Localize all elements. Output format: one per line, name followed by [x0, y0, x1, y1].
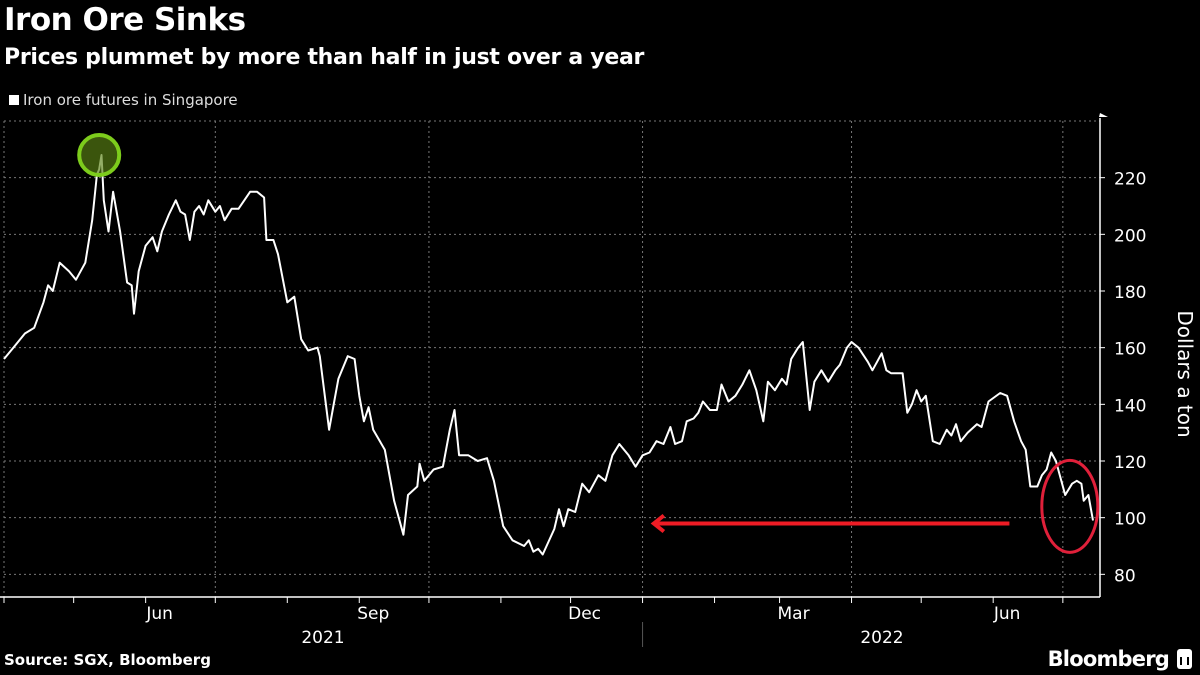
legend: Iron ore futures in Singapore — [9, 91, 238, 109]
x-tick-label: Jun — [993, 604, 1021, 624]
x-tick-label: Jun — [145, 604, 173, 624]
y-tick-label: 180 — [1114, 283, 1146, 303]
x-tick-label: Sep — [357, 604, 389, 624]
y-tick-label: 120 — [1114, 453, 1146, 473]
y-tick-label: 200 — [1114, 226, 1146, 246]
logo-text: Bloomberg — [1047, 647, 1170, 671]
bloomberg-logo: Bloomberg — [1048, 647, 1192, 671]
x-tick-label: Dec — [568, 604, 601, 624]
chart-subtitle: Prices plummet by more than half in just… — [4, 45, 645, 70]
legend-swatch — [9, 95, 19, 105]
y-tick-label: 140 — [1114, 396, 1146, 416]
y-axis-arrow — [1099, 113, 1108, 117]
price-line — [3, 154, 1094, 556]
y-tick-label: 100 — [1114, 510, 1146, 530]
source-note: Source: SGX, Bloomberg — [4, 651, 211, 669]
y-tick-label: 160 — [1114, 340, 1146, 360]
chart-title: Iron Ore Sinks — [4, 2, 246, 38]
y-tick-label: 80 — [1114, 566, 1136, 586]
arrow-head — [650, 513, 666, 534]
year-label: 2022 — [860, 628, 903, 648]
legend-label: Iron ore futures in Singapore — [23, 91, 238, 109]
year-label: 2021 — [301, 628, 344, 648]
y-tick-label: 220 — [1114, 170, 1146, 190]
recent-low-ellipse — [1040, 458, 1100, 554]
peak-highlight-circle — [77, 133, 122, 177]
y-axis-label: Dollars a ton — [1173, 310, 1197, 437]
bloomberg-chart-icon — [1177, 649, 1192, 669]
x-tick-label: Mar — [778, 604, 810, 624]
